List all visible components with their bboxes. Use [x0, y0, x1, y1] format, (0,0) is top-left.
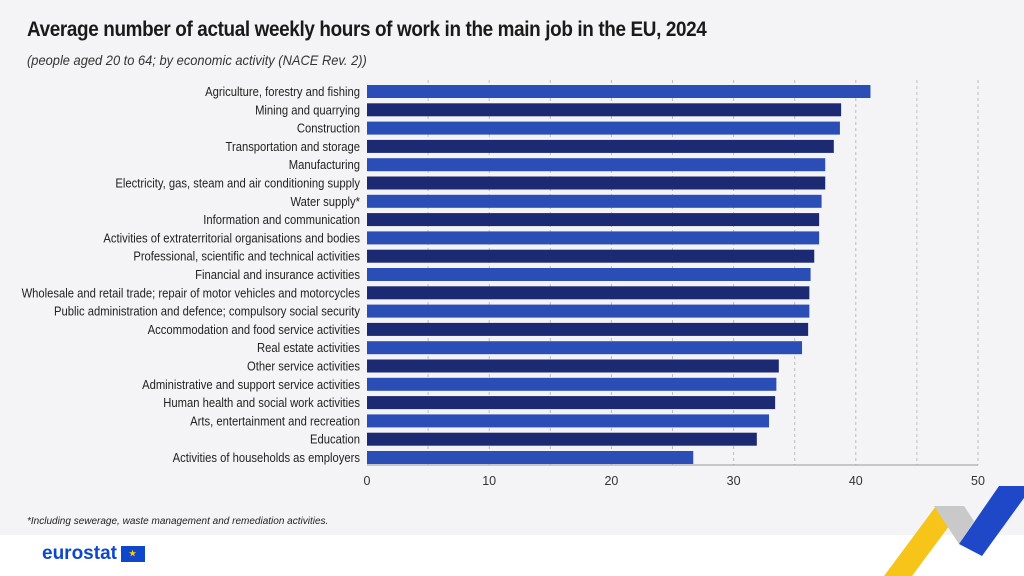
- category-label: Water supply*: [290, 194, 360, 209]
- footnote: *Including sewerage, waste management an…: [27, 516, 329, 527]
- category-label: Accommodation and food service activitie…: [148, 322, 360, 337]
- bar-chart: Agriculture, forestry and fishing Mining …: [22, 80, 985, 488]
- category-label: Real estate activities: [257, 341, 360, 356]
- bar: [367, 103, 842, 117]
- category-label: Agriculture, forestry and fishing: [205, 84, 360, 99]
- decorative-stripes: [884, 486, 1024, 576]
- category-label: Financial and insurance activities: [195, 267, 360, 282]
- category-label: Activities of households as employers: [173, 450, 360, 465]
- bar: [367, 194, 822, 208]
- chart-subtitle: (people aged 20 to 64; by economic activ…: [27, 52, 367, 68]
- bar: [367, 414, 770, 428]
- category-label: Mining and quarrying: [255, 103, 360, 118]
- category-label: Activities of extraterritorial organisat…: [103, 231, 360, 246]
- x-tick-label: 20: [604, 474, 618, 488]
- category-label: Human health and social work activities: [163, 396, 360, 411]
- bar: [367, 322, 809, 336]
- x-tick-label: 30: [727, 474, 741, 488]
- bar: [367, 432, 757, 446]
- category-label: Transportation and storage: [226, 139, 361, 154]
- bar: [367, 396, 776, 410]
- category-label: Administrative and support service activ…: [142, 377, 360, 392]
- bar: [367, 176, 826, 190]
- bar: [367, 341, 803, 355]
- category-label: Education: [310, 432, 360, 447]
- x-tick-label: 50: [971, 474, 985, 488]
- bar: [367, 377, 777, 391]
- category-label: Manufacturing: [289, 158, 360, 173]
- category-label: Information and communication: [203, 213, 360, 228]
- bar: [367, 304, 810, 318]
- category-label: Electricity, gas, steam and air conditio…: [115, 176, 360, 191]
- bar: [367, 158, 826, 172]
- bar: [367, 268, 811, 281]
- footer-bar: [0, 535, 1024, 576]
- bar: [367, 85, 871, 98]
- x-tick-label: 0: [364, 474, 371, 488]
- category-label: Construction: [297, 121, 360, 136]
- logo-text: eurostat: [42, 543, 117, 564]
- bar: [367, 231, 820, 245]
- bar: [367, 139, 834, 153]
- category-label: Professional, scientific and technical a…: [133, 249, 360, 264]
- eu-flag-icon: [120, 546, 145, 562]
- category-label: Public administration and defence; compu…: [54, 304, 360, 319]
- bar: [367, 121, 840, 135]
- x-tick-label: 40: [849, 474, 863, 488]
- bar: [367, 451, 694, 464]
- bar: [367, 286, 810, 300]
- x-tick-label: 10: [482, 474, 496, 488]
- bar: [367, 249, 815, 263]
- category-label: Other service activities: [247, 359, 360, 374]
- bar: [367, 213, 820, 227]
- bar: [367, 359, 779, 373]
- chart-title: Average number of actual weekly hours of…: [27, 18, 707, 41]
- category-label: Arts, entertainment and recreation: [190, 414, 360, 429]
- eurostat-logo: eurostat: [42, 543, 145, 565]
- category-label: Wholesale and retail trade; repair of mo…: [22, 286, 360, 301]
